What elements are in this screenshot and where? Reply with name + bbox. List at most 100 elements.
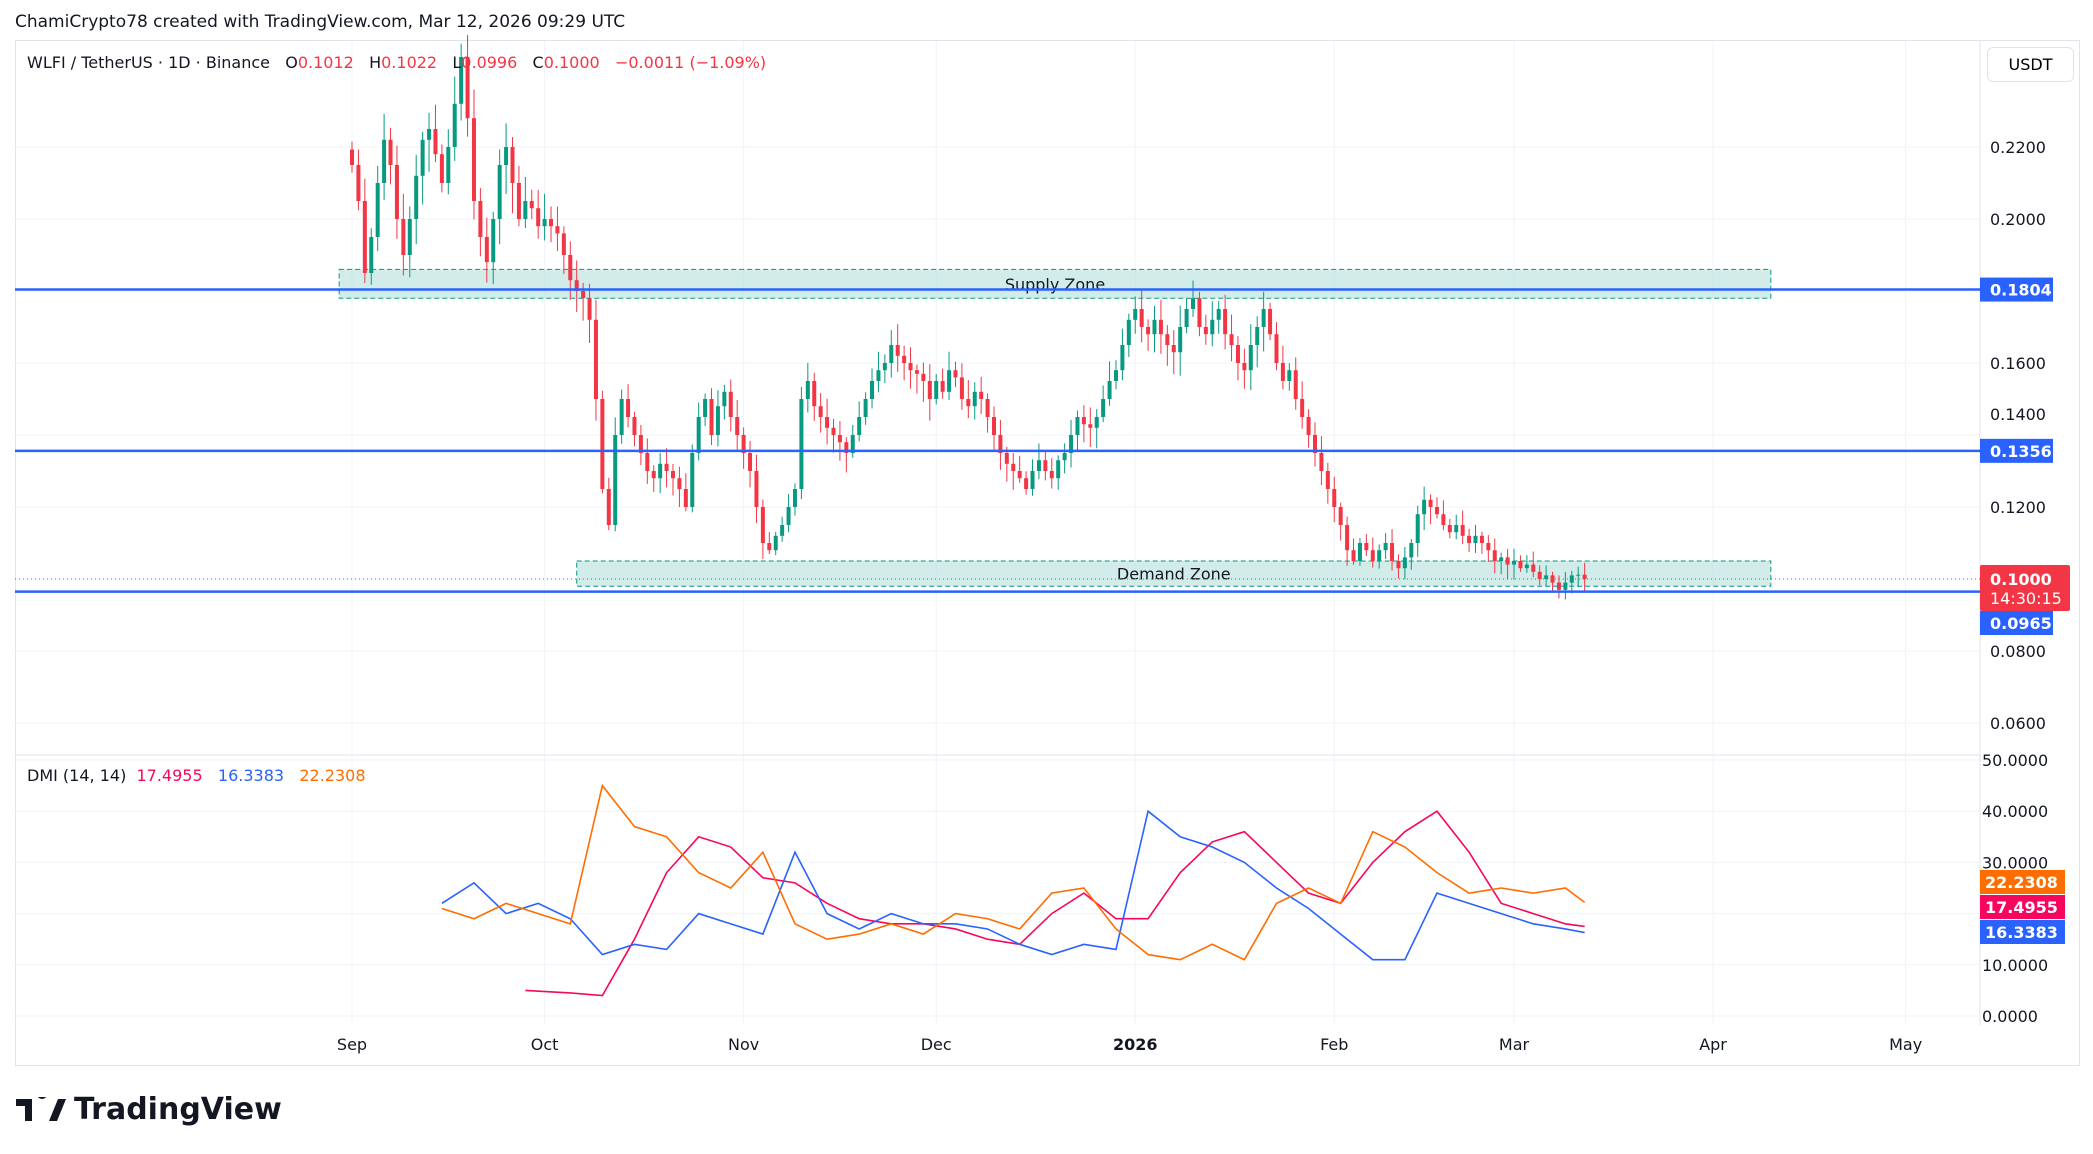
candle-body <box>1133 309 1138 320</box>
candle-body <box>825 417 830 428</box>
candle-body <box>1171 345 1176 353</box>
candle-body <box>394 165 399 219</box>
candle-body <box>1126 319 1131 345</box>
candle-body <box>1248 345 1253 371</box>
last-price-tag <box>1980 565 2070 611</box>
candle-body <box>664 463 669 471</box>
dmi-legend: DMI (14, 14) 17.4955 16.3383 22.2308 <box>27 766 366 785</box>
tradingview-logo[interactable]: TradingView <box>16 1092 282 1127</box>
candle-body <box>683 489 688 507</box>
candle-body <box>780 525 785 536</box>
candle-body <box>844 442 849 453</box>
candle-body <box>1409 543 1414 558</box>
candle-body <box>741 435 746 453</box>
candle-body <box>600 399 605 489</box>
candle-body <box>1094 417 1099 428</box>
candle-body <box>831 427 836 435</box>
candle-body <box>1345 525 1350 551</box>
candle-body <box>953 370 958 378</box>
candle-body <box>1396 561 1401 569</box>
candle-body <box>1351 550 1356 561</box>
price-tick-label: 0.0600 <box>1990 714 2046 733</box>
price-tick-label: 0.2200 <box>1990 138 2046 157</box>
candle-body <box>1550 575 1555 583</box>
candle-body <box>1223 309 1228 335</box>
candle-body <box>510 147 515 183</box>
candle-body <box>1216 309 1221 320</box>
plus-di-line <box>441 809 1585 961</box>
candle-body <box>1524 564 1529 569</box>
candle-body <box>1229 334 1234 345</box>
high-value: 0.1022 <box>381 53 438 72</box>
candle-body <box>1447 525 1452 533</box>
candle-body <box>1146 327 1151 335</box>
candle-body <box>427 129 432 140</box>
candle-body <box>735 417 740 435</box>
candle-body <box>985 399 990 417</box>
candle-body <box>722 391 727 407</box>
candle-body <box>439 154 444 183</box>
candle-body <box>1370 550 1375 561</box>
candle-body <box>420 139 425 176</box>
candle-body <box>1563 582 1568 590</box>
candle-body <box>350 149 354 165</box>
logo-text: TradingView <box>74 1092 282 1127</box>
candle-body <box>1255 327 1260 345</box>
dmi-tick-label: 0.0000 <box>1982 1007 2038 1026</box>
candle-body <box>369 237 374 273</box>
candle-body <box>927 381 932 399</box>
x-tick-label: May <box>1889 1035 1922 1054</box>
dmi-title[interactable]: DMI (14, 14) <box>27 766 127 785</box>
candle-body <box>1184 309 1189 327</box>
x-tick-label: Nov <box>728 1035 759 1054</box>
candle-body <box>529 201 534 209</box>
candle-body <box>1261 309 1266 327</box>
candle-body <box>1357 543 1362 561</box>
plus-di-value: 16.3383 <box>217 766 285 785</box>
x-tick-label: Sep <box>337 1035 367 1054</box>
dmi-value-label: 17.4955 <box>1985 898 2058 917</box>
candle-body <box>587 298 592 320</box>
candle-body <box>1081 417 1086 425</box>
candle-body <box>382 139 387 183</box>
candle-body <box>1062 453 1067 461</box>
candle-body <box>1203 327 1208 335</box>
countdown-label: 14:30:15 <box>1990 589 2062 608</box>
candle-body <box>1024 478 1029 489</box>
candle-body <box>362 201 367 273</box>
candle-body <box>465 57 470 119</box>
x-tick-label: Mar <box>1499 1035 1530 1054</box>
level-price-tag <box>1980 277 2053 302</box>
candle-body <box>1049 471 1054 479</box>
candle-body <box>934 381 939 399</box>
candle-body <box>1004 453 1009 464</box>
candle-body <box>484 237 489 263</box>
candle-body <box>947 370 952 392</box>
price-tick-label: 0.2000 <box>1990 210 2046 229</box>
candle-body <box>606 489 611 525</box>
symbol-name[interactable]: WLFI / TetherUS · 1D · Binance <box>27 53 270 72</box>
candle-body <box>1338 507 1343 525</box>
candle-body <box>1017 471 1022 479</box>
candle-body <box>1582 574 1587 579</box>
candle-body <box>1332 489 1337 507</box>
candle-body <box>959 377 964 399</box>
dmi-tick-label: 10.0000 <box>1982 956 2048 975</box>
candle-body <box>818 406 823 417</box>
close-value: 0.1000 <box>543 53 600 72</box>
candle-body <box>921 373 926 381</box>
candle-body <box>850 435 855 453</box>
candle-body <box>703 399 708 417</box>
currency-button[interactable]: USDT <box>1987 47 2074 82</box>
candle-body <box>1531 564 1536 572</box>
candle-body <box>388 139 393 165</box>
candle-body <box>760 507 765 543</box>
candle-body <box>1165 334 1170 345</box>
candle-body <box>1383 543 1388 551</box>
candle-body <box>837 435 842 443</box>
candle-body <box>1390 543 1395 561</box>
dmi-tick-label: 50.0000 <box>1982 751 2048 770</box>
symbol-legend: WLFI / TetherUS · 1D · Binance O0.1012 H… <box>27 53 766 72</box>
candle-body <box>626 399 631 417</box>
